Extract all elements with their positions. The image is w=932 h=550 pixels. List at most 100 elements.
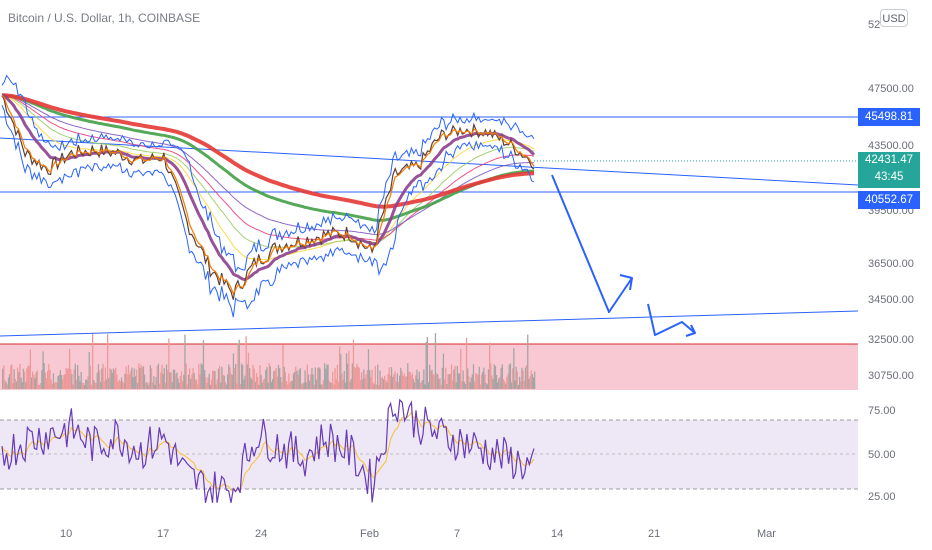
volume-bar xyxy=(517,385,520,389)
volume-bar xyxy=(268,363,270,389)
volume-bar xyxy=(192,368,194,389)
volume-bar xyxy=(131,367,133,389)
volume-bar xyxy=(348,350,350,389)
volume-bar xyxy=(379,370,381,389)
volume-bar xyxy=(317,367,319,389)
volume-bar xyxy=(265,370,267,389)
volume-bar xyxy=(171,381,173,389)
volume-bar xyxy=(340,354,342,389)
volume-bar xyxy=(472,364,475,389)
volume-bar xyxy=(239,384,241,389)
volume-bar xyxy=(304,370,306,389)
volume-bar xyxy=(202,340,205,389)
volume-bar xyxy=(115,367,117,389)
volume-bar xyxy=(507,373,509,389)
volume-bar xyxy=(43,363,45,389)
volume-bar xyxy=(17,367,19,389)
volume-bar xyxy=(313,384,315,389)
volume-bar xyxy=(336,364,338,389)
volume-bar xyxy=(399,375,401,389)
volume-bar xyxy=(532,377,535,389)
volume-bar xyxy=(464,384,467,389)
rsi-tick: 75.00 xyxy=(868,405,896,417)
volume-bar xyxy=(419,383,422,389)
volume-bar xyxy=(113,369,116,389)
volume-bar xyxy=(124,373,126,389)
currency-button[interactable]: USD xyxy=(880,9,908,27)
volume-bar xyxy=(495,375,498,389)
volume-bar xyxy=(195,379,198,389)
symbol-title[interactable]: Bitcoin / U.S. Dollar, 1h, COINBASE xyxy=(8,11,201,25)
volume-bar xyxy=(80,372,82,389)
volume-bar xyxy=(347,363,349,389)
volume-bar xyxy=(65,367,67,389)
volume-bar xyxy=(362,379,364,389)
volume-bar xyxy=(501,364,503,389)
volume-bar xyxy=(73,369,75,389)
volume-bar xyxy=(432,374,434,389)
volume-bar xyxy=(442,353,445,389)
volume-bar xyxy=(143,374,146,389)
volume-bars xyxy=(2,333,536,389)
volume-bar xyxy=(213,370,215,389)
volume-bar xyxy=(355,368,357,389)
volume-bar xyxy=(386,382,388,389)
volume-bar xyxy=(183,374,185,389)
volume-bar xyxy=(435,373,438,389)
volume-bar xyxy=(319,368,321,389)
volume-bar xyxy=(477,375,479,389)
volume-bar xyxy=(149,365,151,389)
volume-bar xyxy=(474,381,476,389)
ema-green xyxy=(1,93,534,222)
volume-bar xyxy=(412,378,415,389)
volume-bar xyxy=(222,374,224,389)
volume-bar xyxy=(38,384,41,389)
volume-bar xyxy=(284,372,286,389)
rsi-line xyxy=(1,398,535,503)
volume-bar xyxy=(137,382,139,389)
volume-bar xyxy=(4,380,6,389)
volume-bar xyxy=(508,364,510,389)
volume-bar xyxy=(253,368,255,389)
volume-bar xyxy=(513,348,515,389)
volume-bar xyxy=(120,377,123,389)
volume-bar xyxy=(332,371,334,389)
volume-bar xyxy=(170,372,172,389)
volume-bar xyxy=(320,384,322,389)
volume-bar xyxy=(87,376,89,389)
volume-bar xyxy=(522,370,524,389)
volume-bar xyxy=(53,383,56,389)
price-tick: 52 xyxy=(868,19,880,31)
volume-bar xyxy=(107,334,109,389)
volume-bar xyxy=(179,376,181,389)
volume-bar xyxy=(79,381,81,389)
volume-bar xyxy=(255,372,258,389)
volume-bar xyxy=(397,381,400,389)
volume-bar xyxy=(244,375,246,389)
volume-bar xyxy=(309,380,311,389)
volume-bar xyxy=(175,373,177,389)
volume-bar xyxy=(240,363,243,389)
volume-bar xyxy=(277,365,280,389)
volume-bar xyxy=(456,365,458,389)
volume-bar xyxy=(12,383,14,389)
volume-bar xyxy=(78,375,80,389)
ema-light-green xyxy=(1,94,535,248)
fast-ma-line xyxy=(1,94,535,295)
volume-bar xyxy=(439,378,441,389)
volume-bar xyxy=(249,368,251,389)
volume-bar xyxy=(60,374,63,389)
volume-bar xyxy=(393,374,395,389)
volume-bar xyxy=(350,378,352,389)
volume-bar xyxy=(441,367,443,389)
volume-bar xyxy=(358,367,360,389)
volume-bar xyxy=(282,344,284,389)
volume-bar xyxy=(448,374,450,389)
volume-bar xyxy=(290,380,292,389)
volume-bar xyxy=(296,370,298,389)
volume-bar xyxy=(461,381,463,389)
volume-bar xyxy=(478,366,480,389)
volume-bar xyxy=(157,363,160,389)
volume-bar xyxy=(182,381,184,389)
